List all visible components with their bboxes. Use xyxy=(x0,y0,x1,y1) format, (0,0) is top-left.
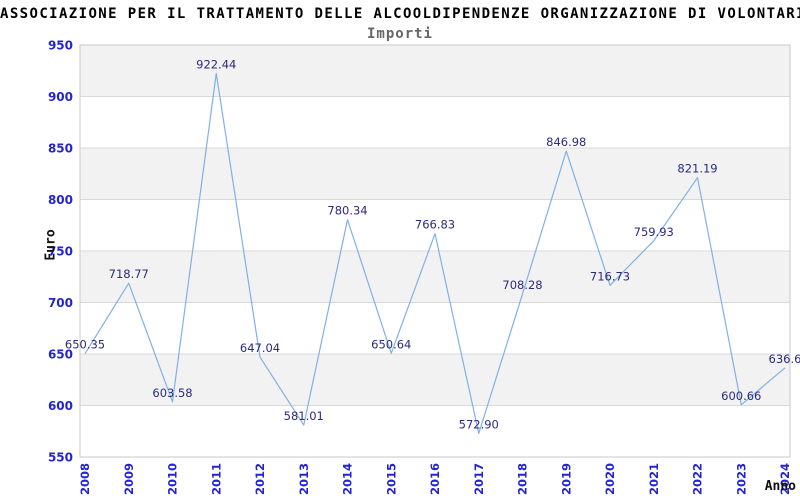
point-label: 716.73 xyxy=(590,269,630,283)
point-label: 766.83 xyxy=(415,218,455,232)
x-tick-label: 2019 xyxy=(559,463,573,495)
point-label: 647.04 xyxy=(240,341,280,355)
plot-border xyxy=(79,44,791,458)
x-tick-label: 2010 xyxy=(166,463,180,495)
y-tick-label: 800 xyxy=(48,193,73,207)
x-tick-label: 2012 xyxy=(253,463,267,495)
point-label: 581.01 xyxy=(284,409,324,423)
point-label: 650.35 xyxy=(65,338,105,352)
x-tick-label: 2017 xyxy=(472,463,486,495)
x-axis-title: Anno xyxy=(764,479,796,494)
point-label: 821.19 xyxy=(677,162,717,176)
y-tick-label: 600 xyxy=(48,399,73,413)
x-tick-label: 2020 xyxy=(603,463,617,495)
point-label: 780.34 xyxy=(327,204,367,218)
plot-band xyxy=(80,148,790,200)
point-label: 759.93 xyxy=(634,225,674,239)
y-tick-label: 850 xyxy=(48,142,73,156)
x-tick-label: 2014 xyxy=(341,463,355,495)
plot-band xyxy=(80,251,790,303)
y-tick-label: 750 xyxy=(48,245,73,259)
page-title: ASSOCIAZIONE PER IL TRATTAMENTO DELLE AL… xyxy=(0,6,800,22)
point-label: 600.66 xyxy=(721,389,761,403)
chart-subtitle: Importi xyxy=(366,26,433,42)
y-axis-title: Euro xyxy=(43,229,59,261)
plot-band xyxy=(80,45,790,97)
x-tick-label: 2021 xyxy=(647,463,661,495)
data-line xyxy=(84,72,786,435)
x-tick-label: 2015 xyxy=(384,463,398,495)
y-tick-label: 950 xyxy=(48,39,73,53)
point-label: 922.44 xyxy=(196,57,236,71)
x-tick-label: 2008 xyxy=(78,463,92,495)
point-label: 636.6 xyxy=(769,352,800,366)
x-tick-label: 2016 xyxy=(428,463,442,495)
x-tick-label: 2011 xyxy=(209,463,223,495)
plot-band xyxy=(80,354,790,406)
y-tick-label: 650 xyxy=(48,348,73,362)
point-label: 650.64 xyxy=(371,337,411,351)
y-tick-label: 900 xyxy=(48,90,73,104)
point-label: 708.28 xyxy=(502,278,542,292)
x-tick-label: 2023 xyxy=(734,463,748,495)
point-label: 846.98 xyxy=(546,135,586,149)
point-label: 572.90 xyxy=(459,417,499,431)
x-tick-label: 2018 xyxy=(516,463,530,495)
x-tick-label: 2009 xyxy=(122,463,136,495)
x-tick-label: 2013 xyxy=(297,463,311,495)
x-tick-label: 2022 xyxy=(691,463,705,495)
x-tick-label: 2024 xyxy=(778,463,792,495)
y-tick-label: 550 xyxy=(48,451,73,465)
point-label: 718.77 xyxy=(109,267,149,281)
point-label: 603.58 xyxy=(152,386,192,400)
y-tick-label: 700 xyxy=(48,296,73,310)
